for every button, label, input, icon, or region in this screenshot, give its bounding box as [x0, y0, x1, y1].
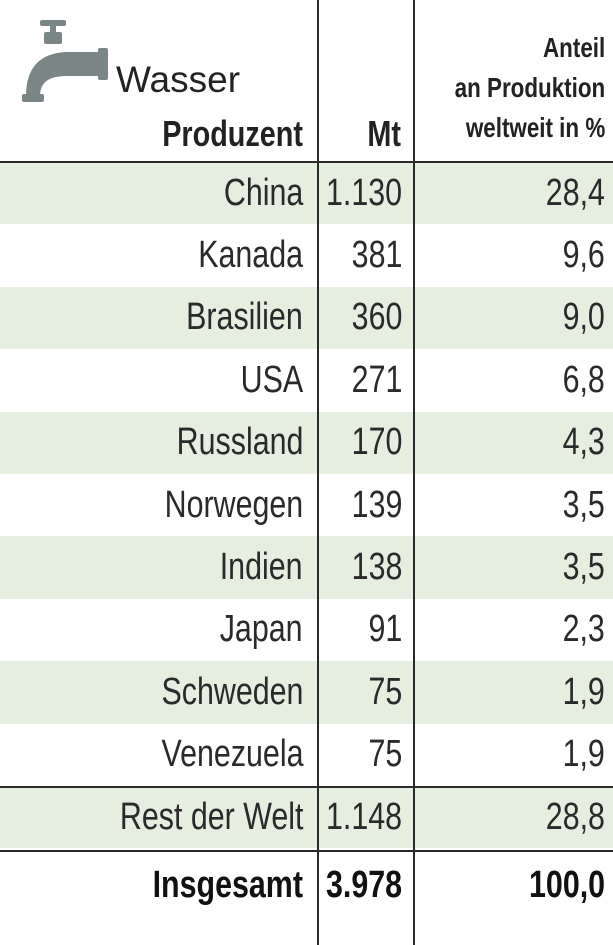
production-mt: 138	[351, 546, 402, 589]
producer-name: Kanada	[198, 234, 303, 277]
producer-name: Norwegen	[164, 483, 303, 526]
production-share: 28,4	[545, 171, 605, 214]
production-mt: 360	[351, 296, 402, 339]
column-divider	[317, 0, 319, 945]
column-header-share: Anteil an Produktion weltweit in %	[454, 28, 605, 148]
table-row: Schweden 75 1,9	[0, 661, 613, 724]
table-row: USA 271 6,8	[0, 349, 613, 411]
table-row: Indien 138 3,5	[0, 536, 613, 599]
production-mt: 1.130	[325, 171, 402, 214]
production-share: 6,8	[562, 358, 605, 401]
table-row: Russland 170 4,3	[0, 411, 613, 474]
table-row: Kanada 381 9,6	[0, 224, 613, 286]
table-row: Rest der Welt 1.148 28,8	[0, 785, 613, 849]
producer-name: Rest der Welt	[119, 795, 303, 838]
table-row: Norwegen 139 3,5	[0, 474, 613, 536]
table-body: China 1.130 28,4 Kanada 381 9,6 Brasilie…	[0, 162, 613, 849]
column-header-share-line: Anteil	[542, 32, 605, 63]
production-share: 9,6	[562, 234, 605, 277]
column-header-share-line: an Produktion	[454, 72, 605, 103]
table-row: Brasilien 360 9,0	[0, 286, 613, 350]
production-share: 2,3	[562, 608, 605, 651]
table-row: China 1.130 28,4	[0, 162, 613, 225]
total-label: Insgesamt	[152, 863, 303, 906]
production-mt: 1.148	[325, 795, 402, 838]
producer-name: China	[223, 171, 303, 214]
total-share: 100,0	[528, 863, 605, 906]
header-rule	[0, 161, 613, 163]
producer-name: Venezuela	[161, 733, 303, 776]
production-share: 4,3	[562, 421, 605, 464]
production-share: 9,0	[562, 296, 605, 339]
table-row: Japan 91 2,3	[0, 599, 613, 661]
total-mt: 3.978	[325, 863, 402, 906]
table-header: Wasser Produzent Mt Anteil an Produktion…	[0, 0, 613, 162]
production-mt: 91	[368, 608, 402, 651]
producer-name: Russland	[176, 421, 303, 464]
table-row: Venezuela 75 1,9	[0, 724, 613, 786]
production-share: 3,5	[562, 546, 605, 589]
column-divider	[413, 0, 415, 945]
column-header-producer: Produzent	[162, 113, 303, 154]
total-row: Insgesamt 3.978 100,0	[0, 852, 613, 918]
production-mt: 271	[351, 358, 402, 401]
production-share: 3,5	[562, 483, 605, 526]
production-mt: 75	[368, 733, 402, 776]
producer-name: Schweden	[161, 670, 303, 713]
production-share: 1,9	[562, 670, 605, 713]
column-header-share-line: weltweit in %	[465, 112, 605, 143]
production-mt: 170	[351, 421, 402, 464]
production-share: 28,8	[545, 795, 605, 838]
column-header-mt: Mt	[367, 113, 401, 154]
producer-name: Japan	[220, 608, 303, 651]
total-rule	[0, 850, 613, 852]
production-mt: 381	[351, 234, 402, 277]
production-mt: 139	[351, 483, 402, 526]
production-mt: 75	[368, 670, 402, 713]
producer-name: Brasilien	[186, 296, 303, 339]
producer-name: Indien	[220, 546, 303, 589]
rest-rule	[0, 786, 613, 788]
category-title: Wasser	[116, 59, 241, 100]
producer-name: USA	[240, 358, 303, 401]
production-share: 1,9	[562, 733, 605, 776]
water-tap-icon	[22, 20, 108, 102]
